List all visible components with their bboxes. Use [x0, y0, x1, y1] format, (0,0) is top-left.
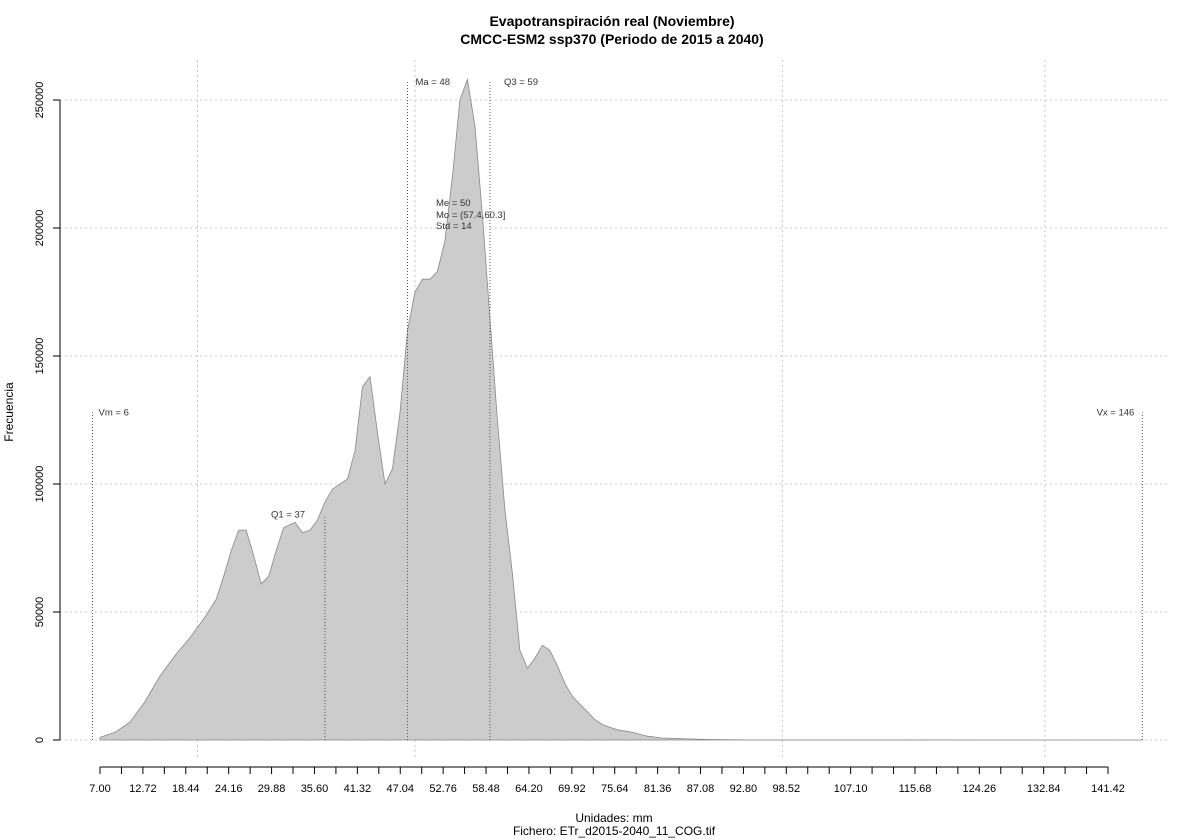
reference-lines: Vm = 6 Q1 = 37 Ma = 48 Q3 = 59 Vx = 146	[92, 77, 1143, 740]
y-tick-label: 150000	[34, 338, 46, 375]
x-tick-label: 58.48	[472, 783, 500, 795]
x-tick-label: 92.80	[730, 783, 758, 795]
x-tick-label: 75.64	[601, 783, 629, 795]
x-tick-label: 69.92	[558, 783, 586, 795]
x-tick-label: 141.42	[1091, 783, 1125, 795]
y-tick-label: 0	[34, 737, 46, 743]
y-tick-label: 200000	[34, 210, 46, 247]
caption: Fichero: ETr_d2015-2040_11_COG.tif	[513, 824, 716, 838]
reference-label: Vx = 146	[1097, 407, 1135, 418]
x-axis: 7.00 12.72 18.44 24.16 29.88 35.60 41.32 47.04 5…	[89, 766, 1125, 795]
x-tick-label: 107.10	[834, 783, 868, 795]
x-tick-label: 124.26	[962, 783, 996, 795]
stats-box: Me = 50 Mo = (57.4,60.3] Std = 14	[436, 198, 505, 232]
stat-mode: Mo = (57.4,60.3]	[436, 210, 505, 221]
y-tick-label: 250000	[34, 82, 46, 119]
y-axis-label: Frecuencia	[2, 382, 16, 442]
reference-label: Ma = 48	[415, 77, 450, 88]
x-tick-label: 41.32	[344, 783, 372, 795]
reference-label: Vm = 6	[99, 407, 129, 418]
chart-title: Evapotranspiración real (Noviembre)	[489, 13, 734, 29]
x-tick-label: 132.84	[1027, 783, 1061, 795]
x-tick-label: 7.00	[89, 783, 110, 795]
x-tick-label: 24.16	[215, 783, 243, 795]
x-tick-label: 52.76	[429, 783, 457, 795]
x-tick-label: 18.44	[172, 783, 200, 795]
y-tick-label: 100000	[34, 466, 46, 503]
chart-subtitle: CMCC-ESM2 ssp370 (Periodo de 2015 a 2040…	[460, 31, 763, 47]
frequency-area	[99, 77, 1143, 741]
reference-label: Q1 = 37	[271, 510, 305, 521]
y-tick-label: 50000	[34, 597, 46, 628]
stat-median: Me = 50	[436, 198, 471, 209]
x-tick-label: 47.04	[386, 783, 414, 795]
x-tick-label: 35.60	[301, 783, 329, 795]
x-tick-label: 29.88	[258, 783, 286, 795]
x-tick-label: 87.08	[687, 783, 715, 795]
x-tick-label: 98.52	[773, 783, 801, 795]
x-axis-label: Unidades: mm	[575, 811, 652, 825]
x-tick-label: 81.36	[644, 783, 672, 795]
x-tick-label: 12.72	[129, 783, 157, 795]
x-tick-label: 115.68	[899, 783, 932, 795]
x-tick-label: 64.20	[515, 783, 543, 795]
y-axis: 0 50000 100000 150000 200000 250000	[34, 82, 61, 743]
reference-label: Q3 = 59	[504, 77, 538, 88]
stat-std: Std = 14	[436, 221, 472, 232]
